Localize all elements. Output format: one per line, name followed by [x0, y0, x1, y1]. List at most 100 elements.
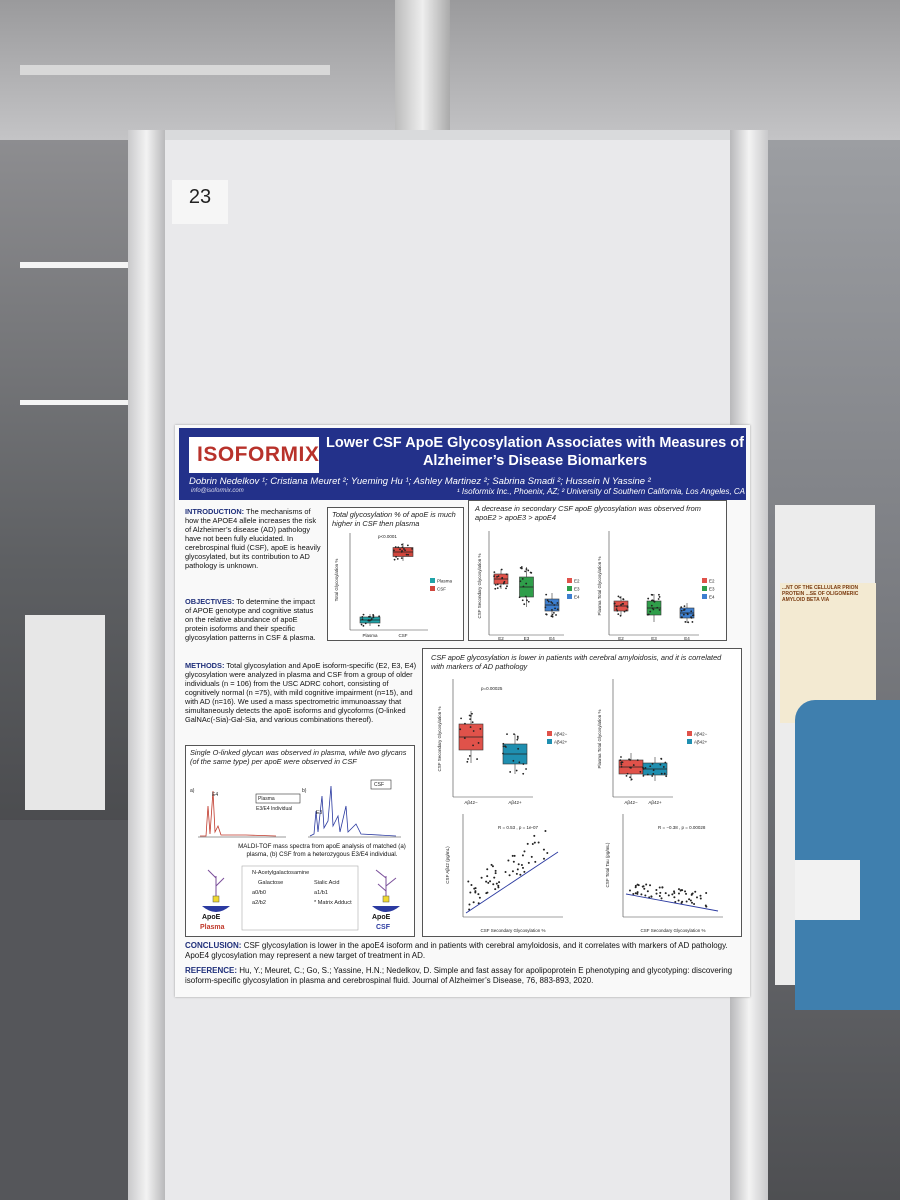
dot — [620, 761, 623, 764]
dot — [619, 759, 622, 762]
duct — [395, 0, 450, 130]
dot — [690, 901, 693, 904]
dot — [520, 864, 523, 867]
dot — [683, 605, 686, 608]
dot — [658, 609, 661, 611]
label-box — [370, 779, 392, 790]
dot — [651, 593, 654, 596]
dot — [506, 733, 508, 736]
dot — [649, 610, 652, 613]
dot — [625, 774, 628, 777]
dot — [515, 769, 518, 772]
dot — [537, 841, 540, 844]
dot — [463, 737, 466, 740]
dot — [497, 575, 500, 578]
dot — [502, 742, 505, 745]
figure-label: CSF — [399, 633, 408, 638]
dot — [494, 587, 497, 590]
dot — [487, 881, 490, 884]
dot — [377, 624, 380, 627]
figure-label: Aβ42+ — [694, 740, 708, 745]
dot — [644, 894, 647, 897]
legend-entry: a2/b2 — [252, 900, 266, 906]
dot — [471, 721, 474, 724]
dot — [368, 615, 370, 618]
dot — [397, 546, 400, 549]
dot — [544, 829, 547, 832]
dot — [494, 888, 497, 891]
figure-label: Aβ42− — [464, 800, 478, 805]
dot — [469, 714, 472, 717]
dot — [496, 575, 498, 578]
light — [20, 262, 138, 268]
neighbor-poster — [780, 583, 876, 723]
dot — [517, 863, 520, 866]
dot — [527, 569, 530, 572]
dot — [470, 884, 473, 887]
dot — [502, 745, 505, 748]
figure-label: Aβ42− — [694, 732, 708, 737]
dot — [479, 728, 482, 730]
dot — [634, 892, 637, 895]
panel-title: Single O-linked glycan was observed in p… — [190, 748, 407, 766]
figure-label: Aβ42+ — [554, 740, 568, 745]
dot — [613, 602, 616, 605]
spectra-box: Single O-linked glycan was observed in p… — [185, 745, 415, 937]
dot — [486, 875, 489, 878]
authors: Dobrin Nedelkov ¹; Cristiana Meuret ²; Y… — [189, 476, 651, 487]
dot — [620, 603, 622, 606]
icon-label: ApoE — [202, 914, 221, 921]
dot — [505, 746, 507, 748]
legend-entry: Galactose — [258, 880, 284, 886]
dot — [393, 549, 395, 552]
figure-label: E4 — [709, 595, 715, 600]
dot — [494, 583, 497, 586]
dot — [685, 892, 688, 895]
panel-title: Total glycosylation % of apoE is much hi… — [332, 510, 456, 528]
panel-isoform: A decrease in secondary CSF apoE glycosy… — [468, 500, 727, 641]
dot — [546, 599, 549, 602]
dot — [496, 583, 499, 586]
dot — [642, 768, 645, 770]
dot — [404, 549, 406, 552]
figure-label: Aβ42− — [554, 732, 568, 737]
dot — [658, 593, 660, 596]
dot — [619, 614, 622, 617]
figure-label: E3 — [524, 636, 530, 640]
dot — [477, 893, 480, 896]
dot — [471, 712, 473, 715]
logo: ISOFORMIX — [197, 443, 320, 466]
dot — [497, 886, 500, 889]
dot — [636, 759, 639, 762]
figure-label: E2 — [618, 636, 624, 640]
figure-label: E2 — [498, 636, 504, 640]
dot — [372, 616, 375, 619]
person-sleeve — [795, 860, 860, 920]
figure-label: Aβ42+ — [508, 800, 522, 805]
dot — [646, 773, 649, 776]
affiliations: ¹ Isoformix Inc., Phoenix, AZ; ² Univers… — [457, 487, 745, 496]
dot — [516, 737, 519, 739]
dot — [655, 892, 658, 895]
figure-label: a) — [190, 788, 195, 794]
dot — [526, 599, 528, 602]
dot — [480, 876, 483, 879]
dot — [553, 604, 556, 606]
heading: CONCLUSION: — [185, 941, 242, 950]
panel-figure: E2 E3 E4 CSF Secondary Glycosylation % E2 E3 E… — [477, 531, 715, 640]
dot — [512, 759, 515, 762]
dot — [473, 887, 476, 890]
dot — [395, 556, 397, 558]
legend-swatch — [687, 731, 692, 736]
dot — [551, 602, 554, 605]
dot — [619, 596, 622, 599]
dot — [393, 558, 396, 561]
dot — [472, 730, 475, 732]
dot — [658, 886, 661, 889]
dot — [679, 889, 682, 892]
dot — [370, 618, 373, 621]
figure-label: E4 — [549, 636, 555, 640]
legend-entry: a1/b1 — [314, 890, 328, 896]
figure-label: Plasma Total Glycosylation % — [597, 557, 602, 616]
dot — [677, 892, 680, 895]
